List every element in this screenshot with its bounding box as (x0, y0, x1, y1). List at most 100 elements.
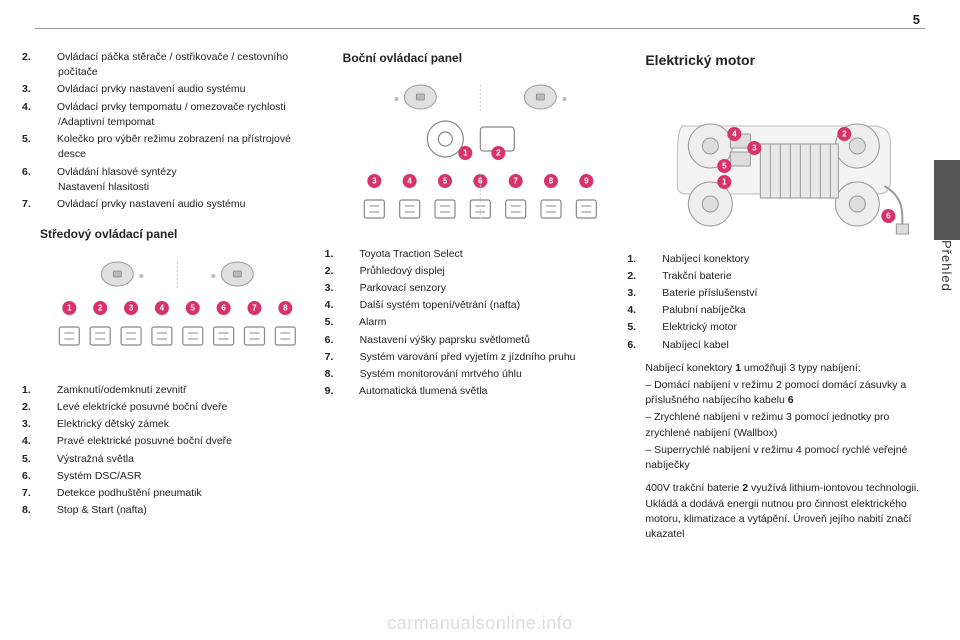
svg-text:1: 1 (67, 303, 72, 312)
item-number: 3. (645, 286, 659, 301)
list-item: 2. Průhledový displej (343, 264, 618, 279)
badge-3: 3 (367, 174, 381, 188)
badge-7: 7 (508, 174, 522, 188)
ev-diagram: 123456 (645, 86, 920, 236)
list-item: 6. Ovládání hlasové syntézy Nastavení hl… (40, 165, 315, 195)
list-item: 3. Elektrický dětský zámek (40, 417, 315, 432)
svg-text:3: 3 (129, 303, 134, 312)
list-item: 3. Ovládací prvky nastavení audio systém… (40, 82, 315, 97)
badge-5: 5 (438, 174, 452, 188)
list-item: 5. Výstražná světla (40, 452, 315, 467)
col2-heading: Boční ovládací panel (343, 50, 618, 67)
panel-icon (275, 327, 295, 345)
badge-3: 3 (124, 301, 138, 315)
column-1: 2. Ovládací páčka stěrače / ostřikovače … (40, 50, 315, 610)
list-item: 2. Ovládací páčka stěrače / ostřikovače … (40, 50, 315, 80)
item-number: 1. (343, 247, 357, 262)
panel-icon (121, 327, 141, 345)
badge-2: 2 (491, 146, 505, 160)
badge-5: 5 (718, 159, 732, 173)
panel-icon (59, 327, 79, 345)
svg-text:6: 6 (886, 212, 891, 221)
item-number: 4. (40, 100, 54, 115)
item-number: 6. (40, 165, 54, 180)
panel-icon (152, 327, 172, 345)
panel-icon (183, 327, 203, 345)
watermark: carmanualsonline.info (0, 613, 960, 634)
badge-1: 1 (458, 146, 472, 160)
svg-text:7: 7 (513, 177, 518, 186)
list-item: 8. Systém monitorování mrtvého úhlu (343, 367, 618, 382)
side-tab (934, 160, 960, 240)
svg-text:8: 8 (283, 303, 288, 312)
badge-2: 2 (93, 301, 107, 315)
item-number: 6. (343, 333, 357, 348)
item-number: 5. (645, 320, 659, 335)
svg-text:4: 4 (407, 177, 412, 186)
list-item: 4. Pravé elektrické posuvné boční dveře (40, 434, 315, 449)
column-2: Boční ovládací panel 12 3456789 (343, 50, 618, 610)
item-number: 2. (645, 269, 659, 284)
svg-text:4: 4 (732, 130, 737, 139)
item-number: 3. (343, 281, 357, 296)
svg-text:4: 4 (160, 303, 165, 312)
svg-text:5: 5 (442, 177, 447, 186)
panel-icon (90, 327, 110, 345)
col3-bullet3: – Superrychlé nabíjení v režimu 4 pomocí… (645, 443, 920, 473)
list-item: 4. Další systém topení/větrání (nafta) (343, 298, 618, 313)
panel-icon (576, 200, 596, 218)
col3-bullet2: – Zrychlené nabíjení v režimu 3 pomocí j… (645, 410, 920, 440)
panel-icon (435, 200, 455, 218)
item-number: 2. (40, 400, 54, 415)
item-number: 9. (343, 384, 357, 399)
item-number: 8. (343, 367, 357, 382)
panel-icon (399, 200, 419, 218)
text: umožňují 3 typy nabíjení: (741, 362, 861, 374)
badge-6: 6 (882, 209, 896, 223)
list-item: 1. Nabíjecí konektory (645, 252, 920, 267)
badge-7: 7 (247, 301, 261, 315)
item-number: 8. (40, 503, 54, 518)
svg-text:1: 1 (463, 149, 468, 158)
svg-text:6: 6 (221, 303, 226, 312)
side-section-label: Přehled (939, 240, 954, 292)
list-item: 4. Ovládací prvky tempomatu / omezovače … (40, 100, 315, 130)
panel-icon (244, 327, 264, 345)
item-number: 3. (40, 417, 54, 432)
list-item: 3. Parkovací senzory (343, 281, 618, 296)
list-item: 1. Toyota Traction Select (343, 247, 618, 262)
col1-list-bottom: 1. Zamknutí/odemknutí zevnitř2. Levé ele… (40, 383, 315, 519)
svg-text:1: 1 (722, 178, 727, 187)
badge-4: 4 (155, 301, 169, 315)
item-number: 4. (645, 303, 659, 318)
list-item: 2. Trakční baterie (645, 269, 920, 284)
badge-4: 4 (402, 174, 416, 188)
panel-icon (364, 200, 384, 218)
content-columns: 2. Ovládací páčka stěrače / ostřikovače … (40, 50, 920, 610)
item-number: 2. (343, 264, 357, 279)
badge-6: 6 (217, 301, 231, 315)
col2-list: 1. Toyota Traction Select 2. Průhledový d… (343, 247, 618, 400)
top-divider (35, 28, 925, 29)
badge-1: 1 (62, 301, 76, 315)
list-item: 2. Levé elektrické posuvné boční dveře (40, 400, 315, 415)
col3-heading: Elektrický motor (645, 50, 920, 70)
svg-text:2: 2 (496, 149, 501, 158)
badge-8: 8 (278, 301, 292, 315)
item-number: 1. (40, 383, 54, 398)
list-item: 5. Kolečko pro výběr režimu zobrazení na… (40, 132, 315, 162)
item-number: 6. (40, 469, 54, 484)
item-number: 7. (40, 486, 54, 501)
item-number: 3. (40, 82, 54, 97)
svg-text:2: 2 (98, 303, 103, 312)
list-item: 5. Alarm (343, 315, 618, 330)
badge-4: 4 (728, 127, 742, 141)
list-item: 7. Systém varování před vyjetím z jízdní… (343, 350, 618, 365)
svg-text:9: 9 (584, 177, 589, 186)
list-item: 7. Ovládací prvky nastavení audio systém… (40, 197, 315, 212)
list-item: 8. Stop & Start (nafta) (40, 503, 315, 518)
svg-text:3: 3 (372, 177, 377, 186)
col3-list: 1. Nabíjecí konektory 2. Trakční baterie 3… (645, 252, 920, 353)
list-item: 6. Nastavení výšky paprsku světlometů (343, 333, 618, 348)
list-item: 7. Detekce podhuštění pneumatik (40, 486, 315, 501)
